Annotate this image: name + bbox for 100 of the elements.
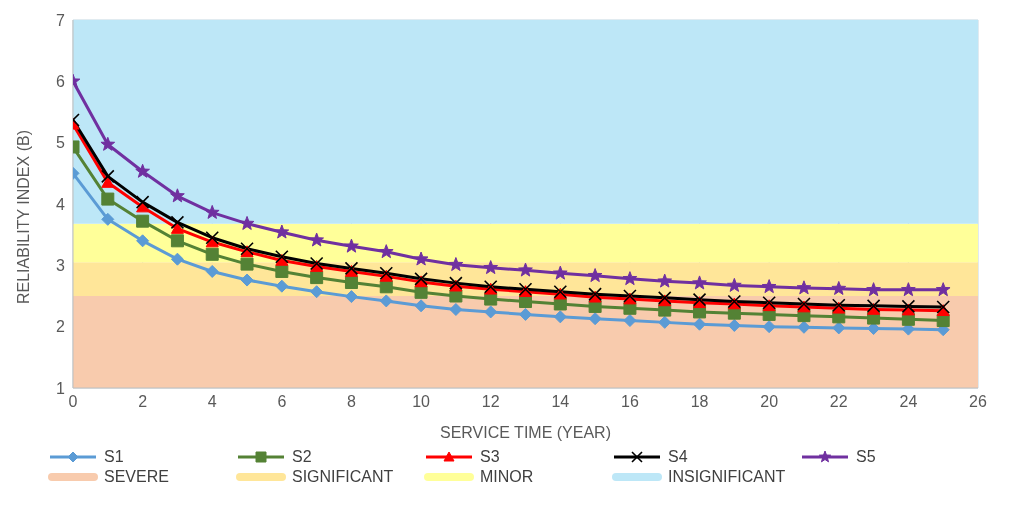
point	[796, 280, 812, 295]
point	[413, 251, 429, 266]
point	[727, 318, 741, 332]
x-axis-title: SERVICE TIME (YEAR)	[440, 424, 611, 441]
legend-label: INSIGNIFICANT	[668, 468, 786, 486]
point	[587, 268, 603, 283]
point	[692, 292, 707, 307]
point	[170, 188, 185, 203]
x-tick-label: 14	[551, 393, 570, 411]
point	[901, 282, 916, 297]
point	[309, 232, 324, 247]
point	[344, 276, 358, 290]
x-tick-label: 24	[899, 393, 918, 411]
point	[170, 222, 184, 234]
x-tick-label: 22	[829, 393, 848, 411]
point	[936, 300, 950, 314]
x-tick-label: 16	[621, 393, 639, 411]
point	[205, 230, 220, 245]
point	[553, 310, 567, 324]
point	[170, 215, 185, 230]
x-tick-label: 18	[690, 393, 709, 411]
point	[101, 169, 115, 184]
x-tick-label: 8	[347, 393, 357, 411]
point	[135, 195, 150, 209]
point	[135, 163, 150, 178]
y-tick-label: 1	[56, 379, 66, 397]
y-tick-label: 6	[56, 73, 66, 91]
legend-label: S4	[668, 448, 688, 466]
y-tick-label: 3	[56, 257, 66, 275]
legend-label: SIGNIFICANT	[292, 468, 394, 486]
point	[935, 282, 951, 297]
point	[519, 307, 532, 321]
point	[866, 282, 881, 297]
point	[136, 214, 150, 228]
point	[101, 176, 115, 188]
y-tick-label: 5	[56, 134, 66, 152]
point	[797, 320, 811, 334]
point	[623, 314, 637, 328]
point	[622, 271, 638, 286]
x-tick-label: 2	[138, 393, 148, 411]
point	[344, 290, 358, 304]
point	[901, 299, 916, 314]
y-tick-label: 7	[56, 11, 66, 29]
point	[449, 302, 463, 316]
point	[831, 280, 847, 295]
legend-label: S2	[292, 448, 312, 466]
y-tick-label: 2	[56, 318, 66, 336]
point	[240, 257, 254, 271]
point	[379, 294, 393, 308]
point	[657, 273, 673, 288]
point	[762, 320, 776, 334]
x-tick-label: 0	[68, 393, 78, 411]
point	[100, 136, 116, 151]
x-tick-label: 6	[277, 393, 287, 411]
point	[727, 277, 742, 292]
point	[762, 295, 776, 310]
point	[170, 234, 184, 248]
point	[101, 212, 115, 226]
point	[239, 215, 255, 230]
point	[693, 317, 707, 331]
point	[274, 224, 290, 239]
point	[310, 271, 324, 285]
point	[378, 244, 394, 259]
point	[136, 200, 150, 213]
x-tick-label: 12	[481, 393, 500, 411]
point	[832, 321, 846, 335]
point	[205, 264, 219, 278]
point	[414, 285, 428, 299]
y-tick-label: 4	[56, 195, 66, 213]
point	[692, 275, 707, 290]
point	[552, 265, 568, 280]
point	[275, 249, 289, 264]
legend-label: S5	[856, 448, 876, 466]
point	[240, 241, 254, 256]
legend-label: SEVERE	[104, 468, 169, 486]
y-axis-title: RELIABILITY INDEX (Β)	[14, 130, 32, 304]
x-tick-label: 20	[760, 393, 779, 411]
point	[310, 285, 324, 299]
point	[761, 279, 777, 294]
point	[588, 312, 602, 326]
x-tick-label: 4	[207, 393, 217, 411]
point	[275, 264, 289, 278]
point	[518, 262, 533, 277]
legend-label: S3	[480, 448, 500, 466]
point	[136, 234, 150, 248]
point	[483, 260, 499, 275]
point	[240, 273, 254, 287]
point	[101, 192, 115, 206]
point	[309, 256, 324, 271]
legend-label: MINOR	[480, 468, 534, 486]
legend-label: S1	[104, 448, 124, 466]
point	[344, 238, 359, 253]
point	[414, 299, 428, 313]
point	[205, 247, 219, 261]
point	[448, 257, 464, 272]
point	[658, 315, 672, 329]
point	[484, 305, 498, 319]
x-tick-label: 26	[969, 393, 987, 411]
x-tick-label: 10	[412, 393, 431, 411]
point	[275, 279, 289, 293]
